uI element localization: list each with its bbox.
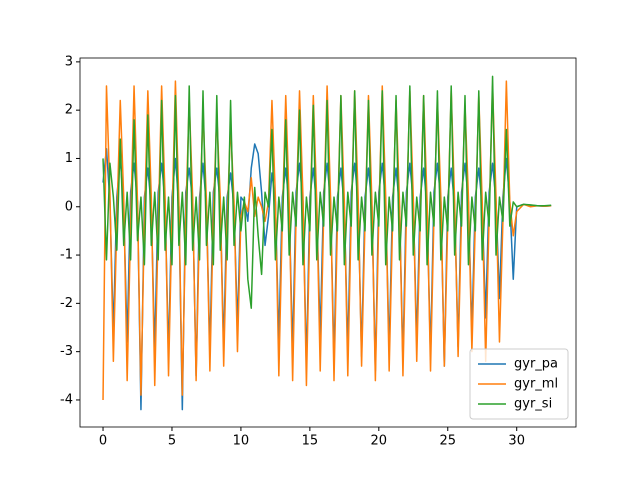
x-tick-label: 25	[439, 434, 456, 449]
y-tick-label: 0	[65, 199, 73, 214]
y-tick-label: 1	[65, 151, 73, 166]
x-tick-label: 10	[233, 434, 250, 449]
x-tick-label: 15	[302, 434, 319, 449]
y-tick-label: 3	[65, 54, 73, 69]
legend-label: gyr_pa	[514, 357, 558, 372]
x-tick-label: 0	[99, 434, 107, 449]
axes-frame	[79, 57, 577, 428]
y-tick-label: -4	[60, 392, 73, 407]
y-tick-label: -3	[60, 344, 73, 359]
series-line	[102, 75, 552, 309]
legend-label: gyr_ml	[514, 377, 558, 392]
y-tick-label: 2	[65, 103, 73, 118]
x-tick-label: 30	[508, 434, 525, 449]
legend-label: gyr_si	[514, 397, 552, 412]
x-tick-label: 5	[168, 434, 176, 449]
y-tick-label: -1	[60, 248, 73, 263]
x-tick-label: 20	[371, 434, 388, 449]
y-tick-label: -2	[60, 296, 73, 311]
legend-box	[469, 348, 569, 420]
